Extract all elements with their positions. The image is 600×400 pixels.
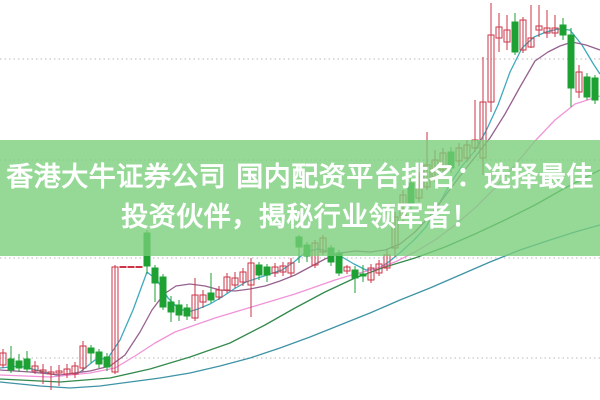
candle-body	[175, 304, 183, 316]
candle-body	[527, 37, 535, 48]
candle-body	[7, 358, 15, 371]
candle-body	[0, 352, 7, 366]
banner-title-line1: 香港大牛证券公司 国内配资平台排名：选择最佳	[6, 162, 594, 193]
candle-body	[87, 347, 95, 354]
candle-body	[39, 369, 47, 373]
candle-body	[543, 27, 551, 34]
candle-body	[503, 29, 511, 43]
candle-body	[255, 264, 263, 276]
candle-body	[63, 368, 71, 375]
candle-body	[367, 267, 375, 281]
candle-body	[31, 365, 39, 372]
ma-line-MA10	[0, 41, 600, 376]
candle-body	[71, 365, 79, 375]
candle-body	[23, 358, 31, 370]
candle-body	[215, 289, 223, 298]
candle-body	[191, 294, 199, 319]
candle-body	[79, 345, 87, 369]
overlay-banner: 香港大牛证券公司 国内配资平台排名：选择最佳 投资伙伴，揭秘行业领军者！	[0, 140, 600, 256]
candle-body	[55, 370, 63, 374]
candle-body	[103, 356, 111, 368]
candle-body	[343, 266, 351, 272]
candle-body	[151, 267, 159, 284]
candle-body	[271, 266, 279, 274]
candle-body	[95, 351, 103, 365]
candle-body	[351, 269, 359, 279]
candle-body	[575, 71, 583, 93]
candle-body	[159, 276, 167, 308]
candle-body	[335, 252, 343, 274]
candle-body	[15, 360, 23, 369]
candle-body	[287, 262, 295, 274]
candle-body	[567, 34, 575, 89]
candle-body	[263, 266, 271, 276]
candle-body	[279, 265, 287, 273]
candle-body	[487, 34, 495, 103]
candle-body	[359, 273, 367, 277]
banner-title-line2: 投资伙伴，揭秘行业领军者！	[121, 202, 479, 233]
candle-body	[519, 19, 527, 51]
candle-body	[239, 271, 247, 283]
candle-body	[535, 25, 543, 31]
candle-body	[559, 24, 567, 36]
candle-body	[231, 277, 239, 286]
candle-body	[495, 26, 503, 39]
candle-body	[551, 27, 559, 34]
candle-body	[47, 371, 55, 375]
candle-body	[199, 294, 207, 303]
candle-body	[111, 266, 119, 373]
candle-body	[583, 76, 591, 98]
candle-body	[375, 263, 383, 274]
candle-body	[223, 276, 231, 291]
candle-body	[591, 77, 599, 101]
candle-body	[511, 21, 519, 53]
candle-body	[167, 301, 175, 313]
candle-body	[247, 262, 255, 286]
candle-body	[207, 292, 215, 301]
candle-body	[183, 307, 191, 317]
